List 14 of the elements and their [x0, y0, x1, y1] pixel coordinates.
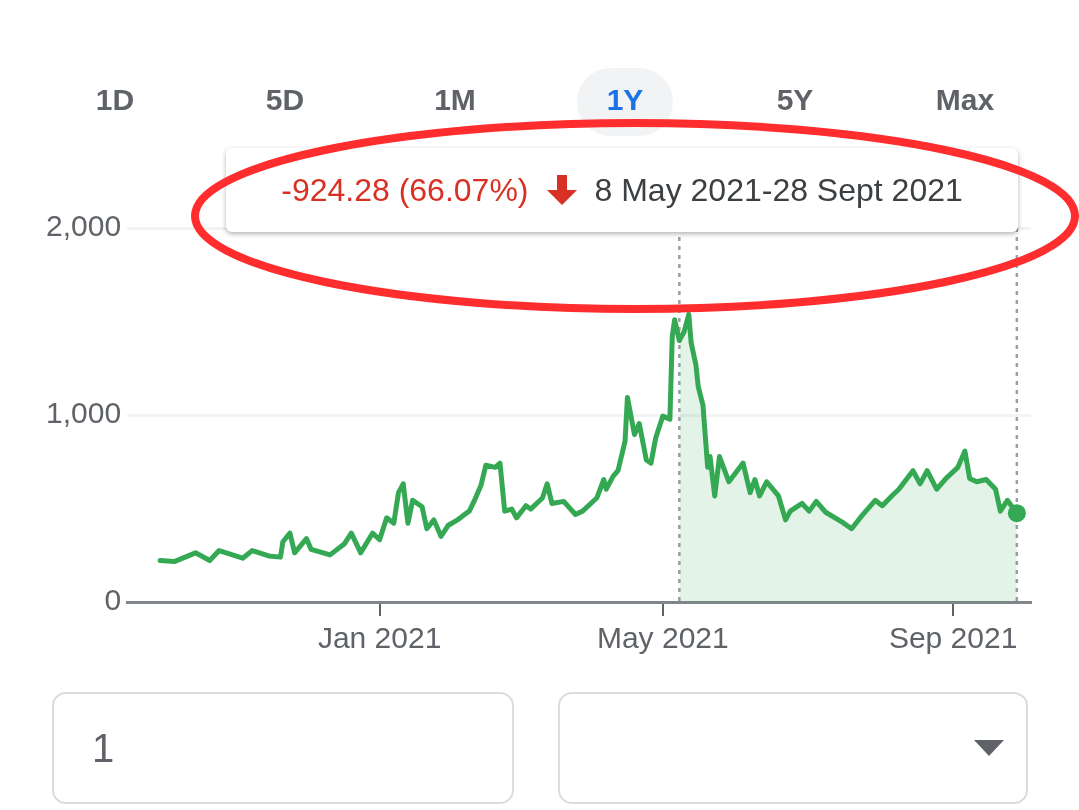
text: 1M	[434, 83, 476, 116]
x-tick-label: Jan 2021	[317, 621, 442, 655]
y-tick-label: 1,000	[46, 396, 122, 430]
text: Max	[935, 83, 995, 116]
y-tick-label: 2,000	[46, 209, 122, 243]
text: 5Y	[776, 83, 814, 116]
text: 1D	[95, 83, 135, 116]
y-tick-label: 0	[104, 583, 122, 617]
x-tick-label: Sep 2021	[888, 621, 1018, 655]
number-field: 1	[52, 692, 514, 804]
text: 1Y	[606, 83, 644, 116]
tooltip-card: -924.28 (66.07%) 8 May 2021-28 Sept 2021	[226, 148, 1018, 232]
text: 5D	[265, 83, 305, 116]
x-tick-label: May 2021	[596, 621, 729, 655]
